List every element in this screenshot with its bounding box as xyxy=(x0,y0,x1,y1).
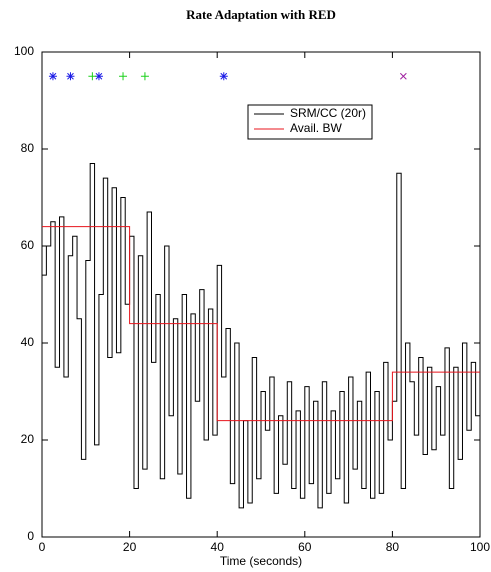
y-tick-label: 60 xyxy=(21,238,35,252)
data-line xyxy=(42,163,481,509)
y-tick-label: 40 xyxy=(21,335,35,349)
y-tick-label: 20 xyxy=(21,432,35,446)
x-tick-label: 40 xyxy=(211,540,225,554)
x-tick-label: 100 xyxy=(470,540,490,554)
event-marker xyxy=(219,72,228,81)
legend-box xyxy=(247,104,373,140)
event-marker xyxy=(66,72,75,81)
marker-stroke xyxy=(399,72,407,80)
legend-label: SRM/CC (20r) xyxy=(290,106,366,120)
marker-stroke xyxy=(67,72,74,80)
plot-frame xyxy=(41,51,481,538)
event-marker xyxy=(119,72,128,81)
x-tick-label: 0 xyxy=(39,540,46,554)
chart-title: Rate Adaptation with RED xyxy=(186,7,336,22)
x-tick-label: 60 xyxy=(298,540,312,554)
event-marker xyxy=(140,72,149,81)
y-tick-label: 80 xyxy=(21,141,35,155)
marker-stroke xyxy=(220,72,228,80)
event-marker xyxy=(399,72,407,80)
legend-label: Avail. BW xyxy=(290,121,342,135)
marker-stroke xyxy=(49,72,57,80)
event-marker xyxy=(48,72,57,81)
marker-stroke xyxy=(95,72,103,80)
event-marker xyxy=(88,72,97,81)
data-line xyxy=(42,226,480,422)
y-tick-label: 100 xyxy=(14,44,34,58)
x-tick-label: 80 xyxy=(386,540,400,554)
x-axis-label: Time (seconds) xyxy=(220,554,302,568)
y-tick-label: 0 xyxy=(27,529,34,543)
x-tick-label: 20 xyxy=(123,540,137,554)
